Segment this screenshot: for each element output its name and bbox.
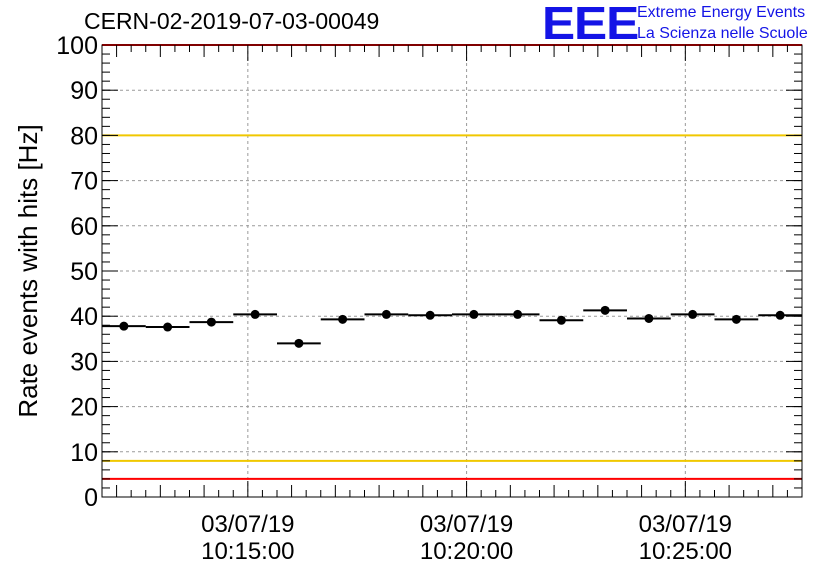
x-tick-time-label: 10:15:00 [201, 538, 294, 565]
y-tick-label: 10 [70, 439, 98, 467]
data-point [731, 314, 741, 324]
data-point [556, 315, 566, 325]
y-tick-label: 80 [70, 122, 98, 150]
y-axis: 0 10 20 30 40 50 60 70 80 90 100 [56, 32, 802, 512]
x-tick-date-label: 03/07/19 [420, 511, 513, 538]
y-tick-label: 90 [70, 77, 98, 105]
logo-mark: EEE [542, 0, 639, 49]
chart-title: CERN-02-2019-07-03-00049 [84, 8, 380, 34]
data-point [688, 309, 698, 319]
x-axis: 03/07/1910:15:0003/07/1910:20:0003/07/19… [101, 45, 803, 565]
data-point [294, 338, 304, 348]
y-tick-label: 100 [56, 32, 98, 60]
data-point [250, 309, 260, 319]
x-tick-time-label: 10:25:00 [639, 538, 732, 565]
y-tick-label: 30 [70, 348, 98, 376]
data-points [102, 305, 802, 348]
data-point [119, 321, 129, 331]
data-point [206, 317, 216, 327]
data-point [600, 305, 610, 315]
data-point [644, 313, 654, 323]
data-point [381, 309, 391, 319]
data-point [163, 322, 173, 332]
x-tick-time-label: 10:20:00 [420, 538, 513, 565]
data-point [775, 310, 785, 320]
y-tick-label: 0 [84, 484, 98, 512]
x-tick-date-label: 03/07/19 [639, 511, 732, 538]
y-tick-label: 70 [70, 168, 98, 196]
y-tick-label: 50 [70, 258, 98, 286]
x-tick-date-label: 03/07/19 [201, 511, 294, 538]
data-point [425, 310, 435, 320]
logo-line-2: La Scienza nelle Scuole [637, 25, 808, 42]
grid-lines [102, 45, 802, 497]
reference-lines [102, 44, 802, 480]
y-axis-label: Rate events with hits [Hz] [13, 124, 43, 417]
y-tick-label: 60 [70, 213, 98, 241]
logo-line-1: Extreme Energy Events [637, 4, 806, 21]
eee-logo: EEE Extreme Energy Events La Scienza nel… [540, 0, 836, 49]
data-point [338, 314, 348, 324]
data-point [513, 309, 523, 319]
y-tick-label: 20 [70, 394, 98, 422]
y-tick-label: 40 [70, 303, 98, 331]
data-point [469, 309, 479, 319]
